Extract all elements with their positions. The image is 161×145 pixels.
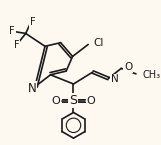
Text: N: N xyxy=(28,82,37,95)
Text: CH₃: CH₃ xyxy=(142,70,161,80)
Text: N: N xyxy=(111,74,119,84)
Text: O: O xyxy=(87,96,95,106)
Text: O: O xyxy=(124,62,132,72)
Text: F: F xyxy=(9,26,15,36)
Text: O: O xyxy=(52,96,60,106)
Text: S: S xyxy=(70,94,77,107)
Text: Cl: Cl xyxy=(94,38,104,48)
Text: F: F xyxy=(30,17,36,27)
Text: F: F xyxy=(14,40,19,50)
